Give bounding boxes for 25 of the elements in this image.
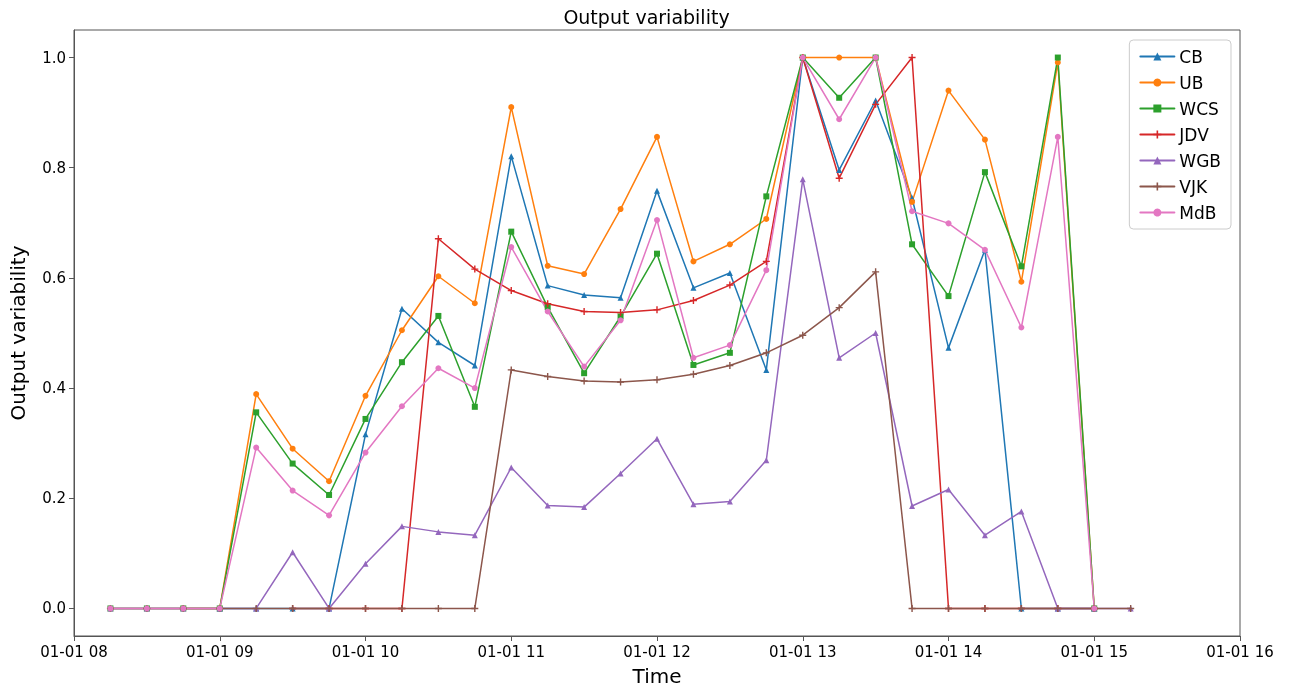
- legend-label: JDV: [1178, 124, 1210, 145]
- x-tick-label: 01-01 14: [914, 642, 983, 661]
- legend-label: WCS: [1179, 98, 1219, 119]
- x-tick-label: 01-01 12: [623, 642, 691, 661]
- x-tick-label: 01-01 16: [1206, 642, 1274, 661]
- legend-label: CB: [1179, 46, 1203, 67]
- x-tick-label: 01-01 10: [331, 642, 400, 661]
- y-tick-label: 0.2: [42, 489, 66, 508]
- x-tick-label: 01-01 11: [477, 642, 545, 661]
- legend-label: UB: [1179, 72, 1204, 93]
- legend-label: MdB: [1179, 202, 1217, 223]
- y-tick-label: 0.4: [42, 379, 66, 398]
- legend-label: VJK: [1179, 176, 1208, 197]
- x-tick-label: 01-01 15: [1060, 642, 1128, 661]
- x-tick-label: 01-01 09: [186, 642, 254, 661]
- x-tick-label: 01-01 08: [40, 642, 108, 661]
- x-axis-title: Time: [631, 664, 682, 688]
- legend-label: WGB: [1179, 150, 1222, 171]
- y-tick-label: 0.8: [42, 158, 66, 177]
- x-tick-label: 01-01 13: [769, 642, 837, 661]
- y-tick-label: 0.6: [42, 268, 66, 287]
- chart-title: Output variability: [563, 5, 730, 28]
- y-axis-title: Output variability: [6, 245, 30, 421]
- y-tick-label: 0.0: [42, 599, 66, 618]
- y-tick-label: 1.0: [42, 48, 66, 67]
